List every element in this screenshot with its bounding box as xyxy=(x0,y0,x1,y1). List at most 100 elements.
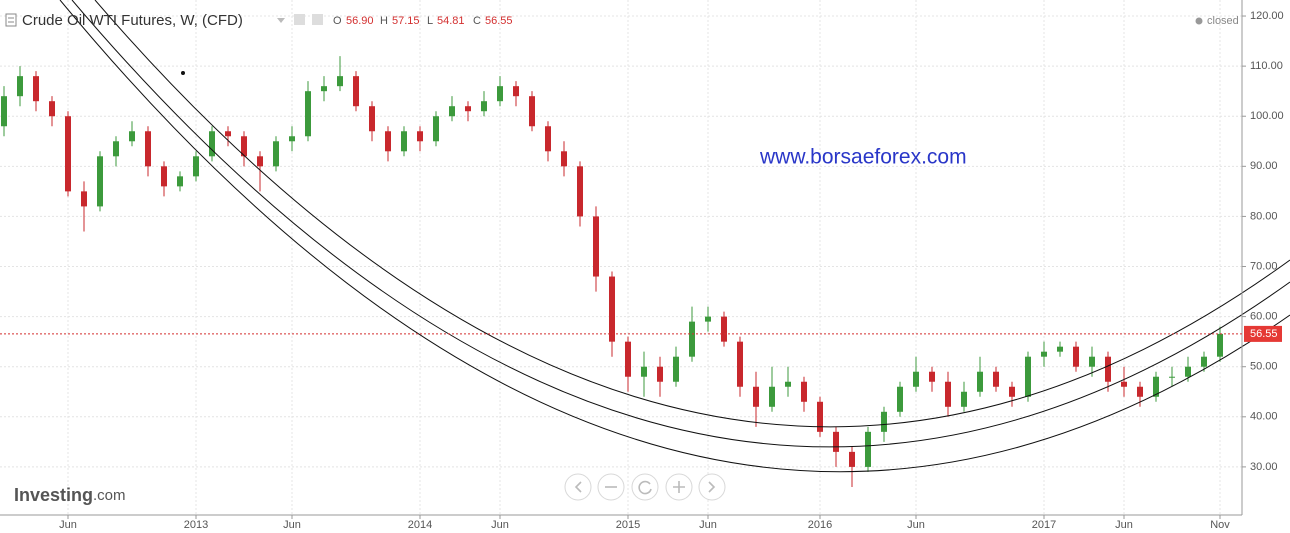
candle-body xyxy=(993,371,999,387)
candle-body xyxy=(817,401,823,432)
candle-body xyxy=(577,166,583,217)
candle-body xyxy=(1009,386,1015,397)
candle-body xyxy=(961,391,967,407)
candle-body xyxy=(769,386,775,407)
last-price-box xyxy=(1244,325,1282,342)
candle-body xyxy=(129,131,135,142)
candle-body xyxy=(705,316,711,322)
last-price-label: 56.55 xyxy=(1250,328,1278,340)
candle-body xyxy=(849,451,855,467)
candle-body xyxy=(865,431,871,467)
x-tick-label: Jun xyxy=(907,519,925,531)
candle-body xyxy=(161,166,167,187)
x-tick-label: Jun xyxy=(283,519,301,531)
candle-body xyxy=(897,386,903,412)
logo: Investing.com xyxy=(14,485,126,505)
candle-body xyxy=(593,216,599,277)
x-tick-label: Jun xyxy=(59,519,77,531)
navigation xyxy=(564,473,726,501)
logo-suffix: .com xyxy=(93,487,126,504)
candle-body xyxy=(1025,356,1031,397)
candle-body xyxy=(833,431,839,452)
low-label: L xyxy=(427,15,433,27)
candle-body xyxy=(177,176,183,187)
scroll-left-button[interactable] xyxy=(564,473,592,501)
candle-body xyxy=(1185,366,1191,377)
candle-body xyxy=(529,96,535,127)
candle-body xyxy=(209,131,215,157)
x-tick-label: 2017 xyxy=(1032,519,1056,531)
candle-body xyxy=(193,156,199,177)
dropdown-arrow[interactable] xyxy=(277,18,285,23)
grid xyxy=(0,0,1242,515)
candle-body xyxy=(65,116,71,192)
x-tick-label: 2014 xyxy=(408,519,432,531)
close-value: 56.55 xyxy=(485,15,513,27)
candle-body xyxy=(1,96,7,127)
candle-body xyxy=(225,131,231,137)
candle-body xyxy=(1137,386,1143,397)
channel-upper xyxy=(94,0,1290,428)
candle-body xyxy=(657,366,663,382)
axes: 30.00 40.00 50.00 60.00 70.00 80.00 90.00 100.0… xyxy=(0,10,1284,531)
logo-main: Investing xyxy=(14,485,93,505)
candle-body xyxy=(1057,346,1063,352)
candle-body xyxy=(1121,381,1127,387)
y-tick-label: 70.00 xyxy=(1250,260,1278,272)
drawing-handle xyxy=(181,71,185,75)
menu-icon[interactable] xyxy=(5,13,17,27)
y-tick-label: 40.00 xyxy=(1250,411,1278,423)
scroll-right-button[interactable] xyxy=(698,473,726,501)
candle-body xyxy=(113,141,119,157)
high-label: H xyxy=(380,15,388,27)
candle-body xyxy=(417,131,423,142)
candle-body xyxy=(737,341,743,387)
y-tick-label: 30.00 xyxy=(1250,461,1278,473)
candle-body xyxy=(561,151,567,167)
y-tick-label: 120.00 xyxy=(1250,10,1284,22)
candle-body xyxy=(81,191,87,207)
candle-body xyxy=(305,91,311,137)
market-status: closed xyxy=(1207,15,1239,27)
candle-body xyxy=(353,76,359,107)
candle-body xyxy=(609,276,615,342)
open-label: O xyxy=(333,15,342,27)
y-tick-label: 100.00 xyxy=(1250,110,1284,122)
candle-body xyxy=(545,126,551,152)
candle-body xyxy=(257,156,263,167)
reset-button[interactable] xyxy=(631,473,659,501)
settings-icon[interactable] xyxy=(294,14,305,25)
candle-body xyxy=(49,101,55,117)
candle-body xyxy=(721,316,727,342)
x-tick-label: 2016 xyxy=(808,519,832,531)
candle-body xyxy=(385,131,391,152)
x-tick-label: Jun xyxy=(1115,519,1133,531)
candle-body xyxy=(145,131,151,167)
close-label: C xyxy=(473,15,481,27)
y-tick-label: 90.00 xyxy=(1250,160,1278,172)
channel-middle xyxy=(71,0,1290,448)
watermark-url: www.borsaeforex.com xyxy=(759,146,967,169)
candle-body xyxy=(369,106,375,132)
y-tick-label: 110.00 xyxy=(1250,60,1283,72)
candle-body xyxy=(1041,351,1047,357)
candle-body xyxy=(689,321,695,357)
channel-lower xyxy=(59,0,1290,473)
candle-body xyxy=(449,106,455,117)
candle-body xyxy=(641,366,647,377)
candle-body xyxy=(801,381,807,402)
candle-body xyxy=(1169,376,1175,378)
candle-body xyxy=(273,141,279,167)
low-value: 54.81 xyxy=(437,15,465,27)
candle-body xyxy=(1153,376,1159,397)
candle-body xyxy=(977,371,983,392)
chart-title: Crude Oil WTI Futures, W, (CFD) xyxy=(22,12,243,29)
candle-body xyxy=(337,76,343,87)
candle-body xyxy=(913,371,919,387)
candle-body xyxy=(481,101,487,112)
compare-icon[interactable] xyxy=(312,14,323,25)
candle-body xyxy=(753,386,759,407)
icon xyxy=(638,480,652,495)
x-tick-label: 2013 xyxy=(184,519,208,531)
y-tick-label: 60.00 xyxy=(1250,311,1278,323)
